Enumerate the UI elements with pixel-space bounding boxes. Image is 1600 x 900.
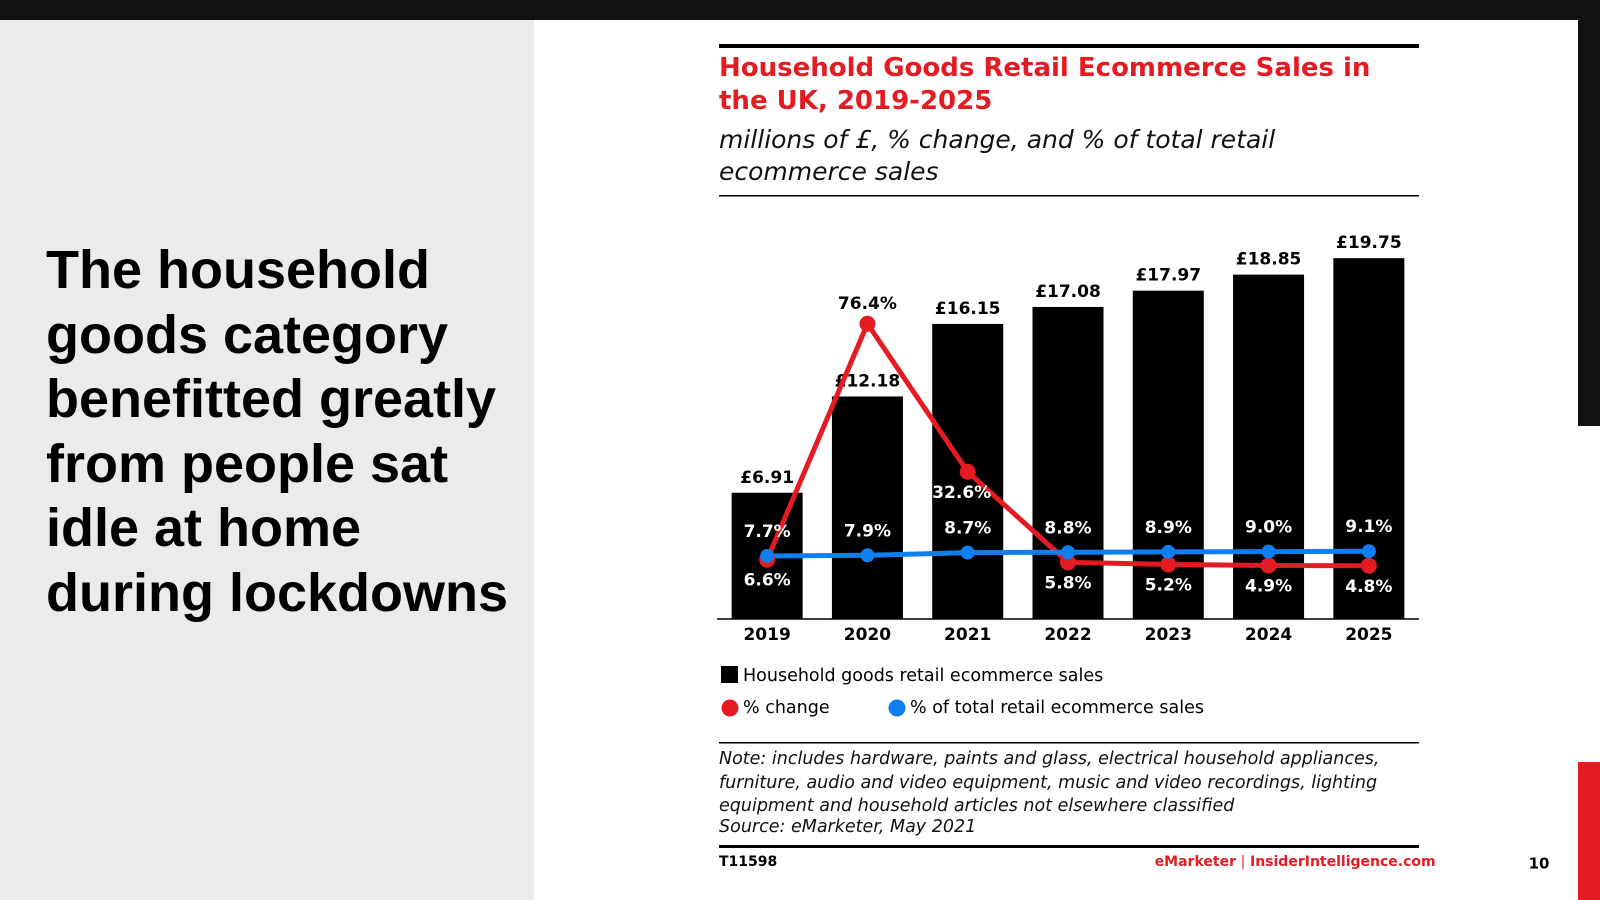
point-label: 4.8%: [1345, 577, 1392, 597]
legend-swatch: [888, 699, 906, 717]
source: Source: eMarketer, May 2021: [719, 817, 977, 837]
legend-label: % of total retail ecommerce sales: [910, 698, 1204, 718]
rule: [719, 845, 1419, 848]
line-point: [760, 548, 775, 563]
point-label: 8.9%: [1145, 518, 1192, 538]
x-tick-label: 2023: [1145, 625, 1192, 645]
bar-label: £18.85: [1236, 250, 1302, 270]
point-label: 4.9%: [1245, 576, 1292, 596]
x-tick-label: 2025: [1345, 625, 1392, 645]
bar-label: £6.91: [740, 468, 794, 488]
page-number: 10: [1529, 855, 1550, 873]
line-point: [1060, 554, 1076, 571]
point-label: 9.0%: [1245, 518, 1292, 538]
line-point: [859, 315, 876, 332]
separator: |: [1241, 854, 1246, 870]
bar-label: £17.08: [1035, 282, 1101, 302]
line-point: [1261, 544, 1276, 559]
chart-subtitle: millions of £, % change, and % of total …: [719, 125, 1276, 186]
point-label: 8.8%: [1044, 518, 1091, 538]
site: InsiderIntelligence.com: [1250, 854, 1436, 870]
line-point: [959, 463, 976, 480]
point-label: 9.1%: [1345, 517, 1392, 537]
legend-swatch: [721, 666, 738, 683]
side-strip: [1578, 20, 1600, 426]
legend-label: Household goods retail ecommerce sales: [743, 666, 1103, 686]
rule: [719, 44, 1419, 48]
legend-label: % change: [743, 698, 830, 718]
bar-label: £17.97: [1135, 266, 1201, 286]
rule: [719, 195, 1419, 197]
line-point: [960, 545, 975, 560]
brand: eMarketer: [1155, 854, 1236, 870]
point-label: 6.6%: [744, 571, 791, 591]
line-point: [860, 548, 875, 563]
legend-swatch: [721, 699, 739, 717]
x-tick-label: 2021: [944, 625, 991, 645]
bar: [1032, 306, 1104, 619]
bar-label: £19.75: [1336, 233, 1402, 253]
x-tick-label: 2022: [1044, 625, 1091, 645]
line-point: [1260, 557, 1277, 574]
x-tick-label: 2019: [743, 625, 790, 645]
point-label: 7.7%: [744, 522, 791, 542]
point-label: 76.4%: [838, 294, 897, 314]
side-accent: [1578, 762, 1600, 900]
bar-label: £16.15: [935, 299, 1001, 319]
point-label: 5.2%: [1145, 575, 1192, 595]
rule: [719, 742, 1419, 744]
bar-label: £12.18: [835, 371, 901, 391]
left-panel: [0, 0, 534, 900]
line-point: [1061, 545, 1075, 560]
line-point: [1361, 544, 1376, 559]
point-label: 7.9%: [844, 521, 891, 541]
note: Note: includes hardware, paints and glas…: [719, 749, 1380, 816]
x-tick-label: 2024: [1245, 625, 1292, 645]
line-point: [1160, 556, 1177, 573]
x-tick-label: 2020: [844, 625, 891, 645]
line-point: [1161, 544, 1176, 559]
line-point: [1360, 557, 1377, 574]
chart-title: Household Goods Retail Ecommerce Sales i…: [719, 53, 1371, 116]
point-label: 32.6%: [932, 483, 991, 503]
point-label: 8.7%: [944, 519, 991, 539]
heading: The household goods category benefitted …: [46, 240, 509, 623]
bar: [831, 396, 903, 619]
chart-id: T11598: [719, 854, 777, 870]
point-label: 5.8%: [1044, 573, 1091, 593]
top-bar: [0, 0, 1600, 20]
